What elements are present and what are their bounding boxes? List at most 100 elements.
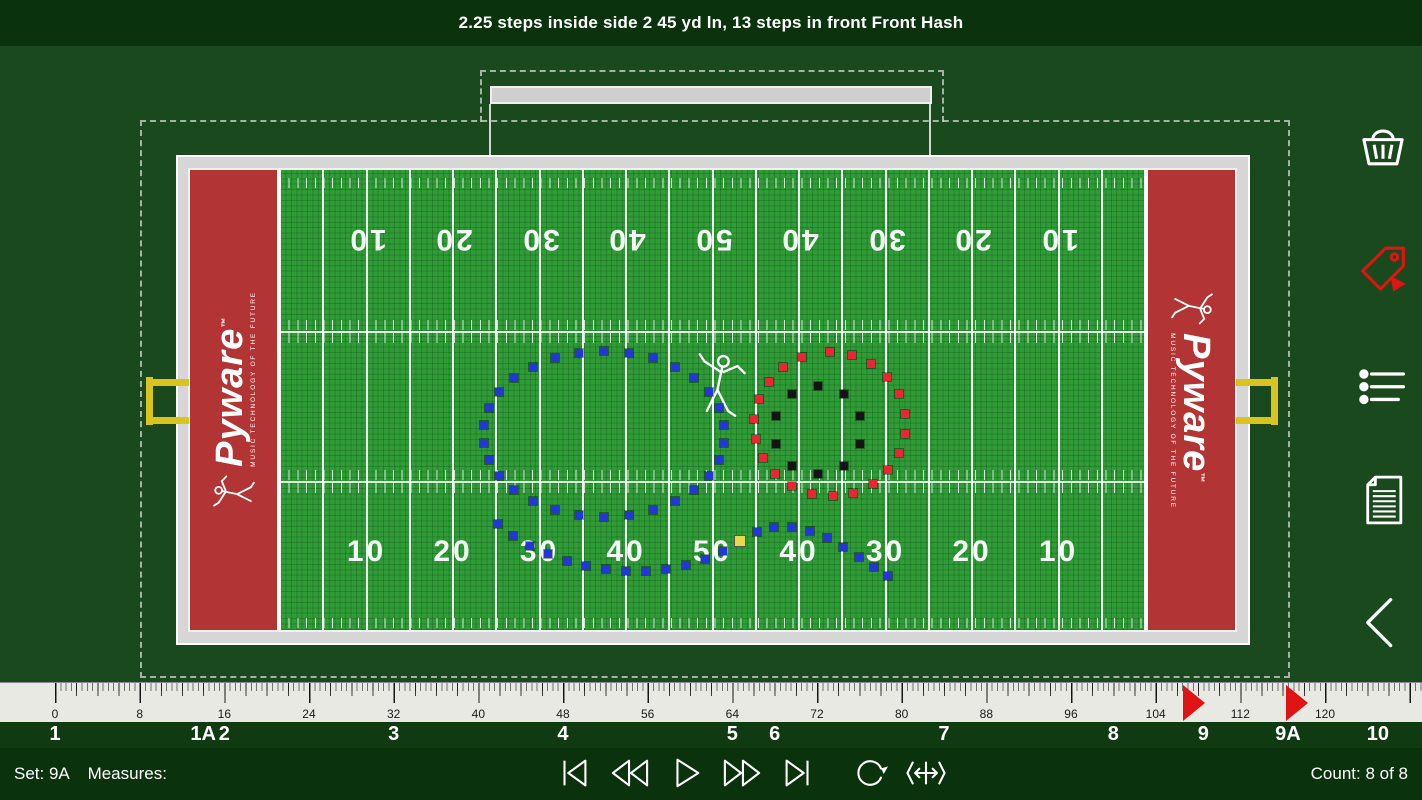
play-button[interactable]	[664, 754, 708, 794]
drill-dot-blue[interactable]	[544, 550, 552, 558]
label-tag-button[interactable]	[1352, 236, 1414, 298]
drill-dot-selected[interactable]	[735, 536, 745, 546]
drill-dot-red[interactable]	[901, 410, 909, 418]
drill-dot-red[interactable]	[755, 395, 763, 403]
drill-dot-blue[interactable]	[701, 555, 709, 563]
set-label-1[interactable]: 1	[49, 723, 61, 745]
drill-dot-blue[interactable]	[870, 563, 878, 571]
drill-dot-blue[interactable]	[682, 561, 690, 569]
drill-dot-blue[interactable]	[649, 354, 657, 362]
fast-forward-button[interactable]	[720, 754, 764, 794]
drill-dot-red[interactable]	[759, 454, 767, 462]
drill-dot-blue[interactable]	[509, 532, 517, 540]
set-marker[interactable]	[1285, 685, 1308, 721]
drill-dot-blue[interactable]	[480, 421, 488, 429]
drill-dot-blue[interactable]	[526, 542, 534, 550]
drill-dot-blue[interactable]	[690, 374, 698, 382]
collapse-panel-button[interactable]	[1352, 590, 1414, 652]
drill-dot-blue[interactable]	[480, 439, 488, 447]
skip-to-start-button[interactable]	[552, 754, 596, 794]
drill-dot-blue[interactable]	[720, 439, 728, 447]
drill-dot-blue[interactable]	[600, 347, 608, 355]
drill-dot-blue[interactable]	[563, 557, 571, 565]
drill-dot-blue[interactable]	[720, 421, 728, 429]
drill-dot-blue[interactable]	[823, 534, 831, 542]
set-label-8[interactable]: 8	[1107, 723, 1119, 745]
drill-dot-blue[interactable]	[662, 565, 670, 573]
drill-dot-blue[interactable]	[495, 388, 503, 396]
drill-dot-blue[interactable]	[705, 388, 713, 396]
notes-document-button[interactable]	[1352, 470, 1414, 532]
drill-dot-blue[interactable]	[671, 363, 679, 371]
drill-dot-blue[interactable]	[715, 404, 723, 412]
drill-dot-red[interactable]	[883, 373, 891, 381]
drill-dot-black[interactable]	[772, 440, 780, 448]
drill-dot-red[interactable]	[829, 492, 837, 500]
set-label-2[interactable]: 2	[218, 723, 230, 745]
drill-dot-blue[interactable]	[705, 472, 713, 480]
drill-dot-red[interactable]	[752, 435, 760, 443]
drill-dot-blue[interactable]	[671, 497, 679, 505]
drill-dot-black[interactable]	[840, 462, 848, 470]
drill-dot-blue[interactable]	[622, 567, 630, 575]
drill-dot-blue[interactable]	[753, 528, 761, 536]
set-label-10[interactable]: 10	[1366, 723, 1390, 745]
drill-dot-red[interactable]	[765, 378, 773, 386]
count-ruler[interactable]: 0 8 16 24 32 40 48 56 64 72 80 88 96 104 112 120	[0, 682, 1422, 722]
drill-dot-black[interactable]	[788, 390, 796, 398]
drill-dot-red[interactable]	[750, 415, 758, 423]
drill-dot-blue[interactable]	[855, 553, 863, 561]
drill-dot-blue[interactable]	[485, 404, 493, 412]
drill-dot-red[interactable]	[779, 363, 787, 371]
drill-dot-blue[interactable]	[495, 472, 503, 480]
drill-dot-blue[interactable]	[529, 497, 537, 505]
set-list-button[interactable]	[1352, 358, 1414, 420]
drill-dot-blue[interactable]	[494, 520, 502, 528]
drill-dot-blue[interactable]	[600, 513, 608, 521]
drill-dot-blue[interactable]	[510, 374, 518, 382]
drill-dot-red[interactable]	[771, 470, 779, 478]
drill-dot-red[interactable]	[848, 351, 856, 359]
drill-dot-blue[interactable]	[575, 349, 583, 357]
drill-dot-red[interactable]	[788, 482, 796, 490]
rewind-button[interactable]	[608, 754, 652, 794]
loop-button[interactable]	[848, 754, 892, 794]
set-label-7[interactable]: 7	[938, 723, 950, 745]
drill-dot-black[interactable]	[840, 390, 848, 398]
set-label-6[interactable]: 6	[769, 723, 781, 745]
drill-dot-red[interactable]	[867, 360, 875, 368]
set-label-4[interactable]: 4	[557, 723, 569, 745]
drill-dot-blue[interactable]	[510, 486, 518, 494]
drill-dot-blue[interactable]	[788, 523, 796, 531]
drill-dot-blue[interactable]	[715, 456, 723, 464]
props-basket-button[interactable]	[1352, 116, 1414, 178]
drill-dot-blue[interactable]	[551, 506, 559, 514]
drill-dot-blue[interactable]	[602, 565, 610, 573]
drill-dot-red[interactable]	[826, 348, 834, 356]
drill-dot-blue[interactable]	[770, 523, 778, 531]
drill-dot-red[interactable]	[798, 353, 806, 361]
set-label-3[interactable]: 3	[388, 723, 400, 745]
drill-dot-red[interactable]	[808, 490, 816, 498]
drill-dot-blue[interactable]	[529, 363, 537, 371]
set-label-9[interactable]: 9	[1197, 723, 1209, 745]
drill-dot-blue[interactable]	[839, 543, 847, 551]
drill-dot-black[interactable]	[814, 470, 822, 478]
drill-dot-red[interactable]	[884, 466, 892, 474]
drill-dot-blue[interactable]	[625, 511, 633, 519]
drill-dot-red[interactable]	[895, 390, 903, 398]
drill-dot-black[interactable]	[814, 382, 822, 390]
drill-dot-black[interactable]	[856, 412, 864, 420]
drill-dot-black[interactable]	[856, 440, 864, 448]
drill-dot-blue[interactable]	[551, 354, 559, 362]
drill-dot-blue[interactable]	[806, 527, 814, 535]
set-label-5[interactable]: 5	[726, 723, 738, 745]
animation-range-button[interactable]	[904, 754, 948, 794]
drill-dot-red[interactable]	[901, 430, 909, 438]
drill-dot-blue[interactable]	[690, 486, 698, 494]
drill-dot-blue[interactable]	[575, 511, 583, 519]
set-label-9A[interactable]: 9A	[1275, 723, 1301, 745]
drill-dot-black[interactable]	[788, 462, 796, 470]
skip-to-end-button[interactable]	[776, 754, 820, 794]
